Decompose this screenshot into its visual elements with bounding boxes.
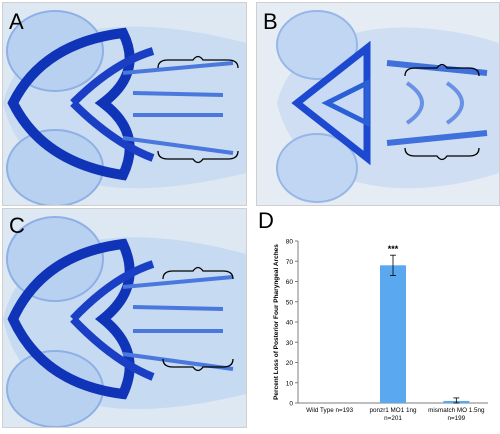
y-tick-label: 60 <box>286 279 294 286</box>
panel-b-cartilage-image <box>257 3 499 205</box>
y-tick-label: 10 <box>286 380 294 387</box>
y-tick-label: 0 <box>289 401 293 408</box>
x-tick-label: n=199 <box>447 415 465 422</box>
panel-c: C <box>2 208 247 428</box>
panel-b: B <box>256 2 500 206</box>
panel-c-cartilage-image <box>3 209 246 427</box>
y-tick-label: 30 <box>286 340 294 347</box>
y-axis-label: Percent Loss of Posterior Four Pharyngea… <box>273 244 280 400</box>
panel-a-label: A <box>9 9 24 34</box>
panel-d: D 0 10 20 30 40 50 60 70 80 Percent Loss of Poste… <box>256 208 498 430</box>
y-tick-label: 50 <box>286 299 294 306</box>
significance-annotation: *** <box>388 244 399 254</box>
x-tick-label: n=201 <box>384 415 402 422</box>
bar <box>380 265 406 403</box>
panel-b-label: B <box>263 9 278 34</box>
y-tick-label: 20 <box>286 360 294 367</box>
y-tick-label: 80 <box>286 239 294 246</box>
panel-c-label: C <box>9 213 25 238</box>
y-tick-label: 40 <box>286 320 294 327</box>
panel-d-label: D <box>258 208 274 233</box>
x-tick-label: mismatch MO 1.5ng <box>428 407 485 414</box>
x-tick-label: ponzr1 MO1 1ng <box>370 407 417 414</box>
panel-a: A <box>2 2 247 206</box>
bar-chart: 0 10 20 30 40 50 60 70 80 Percent Loss of Posteri… <box>273 239 488 422</box>
x-tick-label: Wild Type n=193 <box>306 407 353 414</box>
panel-a-cartilage-image <box>3 3 246 205</box>
y-tick-label: 70 <box>286 259 294 266</box>
